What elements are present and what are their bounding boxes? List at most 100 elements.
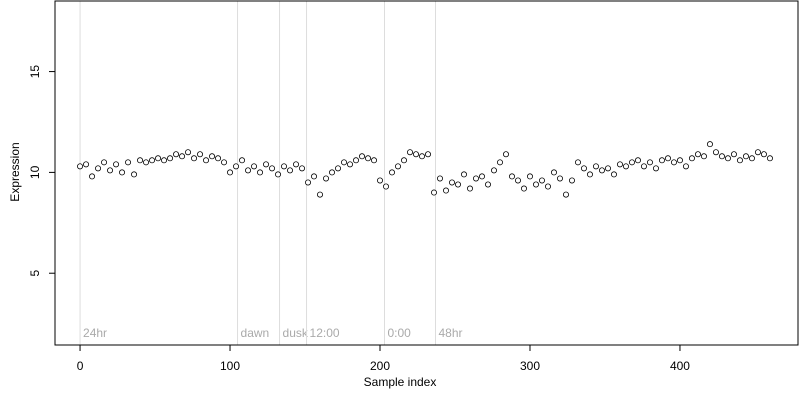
y-tick-label: 5	[28, 270, 42, 277]
point	[736, 157, 743, 164]
point	[430, 189, 437, 196]
x-tick-label: 300	[520, 359, 540, 373]
point	[466, 185, 473, 192]
point	[215, 155, 222, 162]
point	[526, 173, 533, 180]
point	[341, 159, 348, 166]
point	[353, 157, 360, 164]
point	[125, 159, 132, 166]
point	[670, 159, 677, 166]
point	[77, 163, 84, 170]
point	[347, 161, 354, 168]
point	[640, 163, 647, 170]
point	[413, 151, 420, 158]
x-tick-label: 0	[77, 359, 84, 373]
point	[442, 187, 449, 194]
point	[197, 151, 204, 158]
point	[748, 155, 755, 162]
point	[299, 165, 306, 172]
point	[137, 157, 144, 164]
point	[263, 161, 270, 168]
point	[311, 173, 318, 180]
point	[664, 155, 671, 162]
point	[604, 165, 611, 172]
point	[389, 169, 396, 176]
marker-label: dawn	[241, 326, 270, 340]
point	[131, 171, 138, 178]
point	[281, 163, 288, 170]
point	[424, 151, 431, 158]
point	[143, 159, 150, 166]
point	[221, 159, 228, 166]
point	[251, 163, 258, 170]
point	[658, 157, 665, 164]
point	[257, 169, 264, 176]
point	[365, 155, 372, 162]
point	[359, 153, 366, 160]
point	[592, 163, 599, 170]
point	[293, 161, 300, 168]
point	[724, 155, 731, 162]
point	[113, 161, 120, 168]
point	[149, 157, 156, 164]
point	[688, 155, 695, 162]
x-tick-label: 200	[370, 359, 390, 373]
point	[203, 157, 210, 164]
y-axis-label: Expression	[8, 142, 22, 201]
x-axis-label: Sample index	[364, 375, 437, 389]
point	[107, 167, 114, 174]
point	[532, 181, 539, 188]
point	[718, 153, 725, 160]
marker-label: 12:00	[310, 326, 340, 340]
point	[401, 157, 408, 164]
point	[329, 169, 336, 176]
point	[700, 153, 707, 160]
point	[550, 169, 557, 176]
point	[766, 155, 773, 162]
point	[496, 159, 503, 166]
point	[682, 163, 689, 170]
point	[676, 157, 683, 164]
point	[652, 165, 659, 172]
point	[484, 181, 491, 188]
point	[167, 155, 174, 162]
point	[275, 171, 282, 178]
point	[502, 151, 509, 158]
point	[454, 181, 461, 188]
point	[610, 171, 617, 178]
point	[371, 157, 378, 164]
point	[538, 177, 545, 184]
point	[161, 157, 168, 164]
point	[191, 155, 198, 162]
point	[694, 151, 701, 158]
point	[436, 175, 443, 182]
point	[472, 175, 479, 182]
marker-label: 0:00	[388, 326, 412, 340]
point	[323, 175, 330, 182]
point	[239, 157, 246, 164]
point	[490, 167, 497, 174]
point	[556, 175, 563, 182]
point	[407, 149, 414, 156]
marker-label: 24hr	[83, 326, 107, 340]
plot-frame	[54, 0, 799, 346]
point	[419, 153, 426, 160]
point	[562, 191, 569, 198]
point	[83, 161, 90, 168]
point	[574, 159, 581, 166]
marker-label: 48hr	[438, 326, 462, 340]
point	[760, 151, 767, 158]
point	[568, 177, 575, 184]
point	[646, 159, 653, 166]
point	[209, 153, 216, 160]
point	[706, 141, 713, 148]
point	[155, 155, 162, 162]
x-tick-label: 400	[670, 359, 690, 373]
point	[730, 151, 737, 158]
point	[544, 183, 551, 190]
marker-label: dusk	[283, 326, 309, 340]
point	[89, 173, 96, 180]
point	[119, 169, 126, 176]
